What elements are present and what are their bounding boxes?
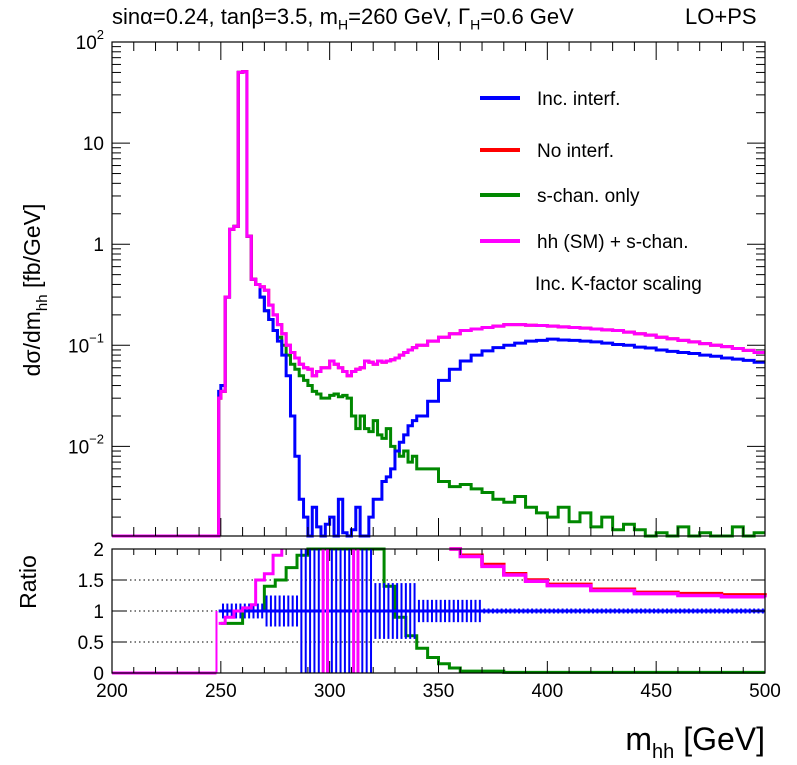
ratio-y-tick-label: 0 — [93, 664, 104, 685]
series-s-chan-only — [112, 70, 765, 538]
y-tick-label: 10−1 — [68, 330, 104, 357]
legend-label: No interf. — [537, 141, 614, 162]
order-label: LO+PS — [685, 4, 757, 29]
ratio-series-s-chan — [220, 547, 765, 674]
series-inc-interf — [112, 70, 765, 538]
ratio-y-tick-label: 0.5 — [78, 633, 104, 654]
x-tick-label: 200 — [96, 681, 128, 702]
y-axis-label-main: dσ/dmhh [fb/GeV] — [19, 204, 51, 377]
chart-title: sinα=0.24, tanβ=3.5, mH=260 GeV, ΓH=0.6 … — [112, 4, 574, 32]
legend: Inc. interf. No interf. s-chan. only hh (SM… — [480, 89, 689, 253]
ratio-series-hh-sm-s-chan — [449, 547, 767, 599]
ylabel-sub: hh — [34, 294, 51, 311]
annotation-k-factor: Inc. K-factor scaling — [535, 274, 702, 295]
xlabel-sub: hh — [652, 741, 674, 763]
x-tick-label: 450 — [640, 681, 672, 702]
main-panel-series — [112, 70, 765, 538]
xlabel-unit: [GeV] — [674, 721, 765, 757]
main-panel-axis: 10−2 10−1 1 10 102 — [68, 27, 766, 536]
x-tick-label: 300 — [314, 681, 346, 702]
legend-label: hh (SM) + s-chan. — [537, 232, 689, 253]
ratio-y-tick-label: 1.5 — [78, 571, 104, 592]
title-sin-alpha: sinα=0.24, — [112, 4, 215, 29]
legend-label: s-chan. only — [537, 186, 640, 207]
x-axis-label: mhh [GeV] — [625, 721, 765, 763]
x-tick-label: 400 — [531, 681, 563, 702]
legend-label: Inc. interf. — [537, 89, 620, 110]
series-hh-sm-s-chan — [112, 70, 765, 538]
ratio-magenta-rise — [218, 549, 284, 625]
ratio-y-tick-label: 1 — [93, 602, 104, 623]
x-tick-label: 500 — [749, 681, 781, 702]
title-tan-beta: tanβ=3.5, — [220, 4, 314, 29]
ratio-series-no-interf — [449, 547, 767, 597]
y-tick-label: 10−2 — [68, 431, 104, 458]
series-no-interf — [112, 70, 765, 538]
y-tick-label: 102 — [76, 27, 104, 54]
x-tick-label: 350 — [423, 681, 455, 702]
ratio-y-tick-label: 2 — [93, 540, 104, 561]
ratio-panel-series — [112, 547, 767, 675]
title-mass: mH=260 GeV, — [319, 4, 452, 33]
title-width: ΓH=0.6 GeV — [458, 4, 574, 33]
ratio-panel-axis: 0 0.5 1 1.5 2 200 250 300 350 400 450 500 — [78, 540, 781, 702]
y-tick-label: 10 — [83, 134, 104, 155]
ylabel-unit: [fb/GeV] — [19, 204, 45, 295]
y-tick-label: 1 — [93, 235, 104, 256]
x-tick-label: 250 — [205, 681, 237, 702]
y-axis-label-ratio: Ratio — [15, 555, 41, 609]
